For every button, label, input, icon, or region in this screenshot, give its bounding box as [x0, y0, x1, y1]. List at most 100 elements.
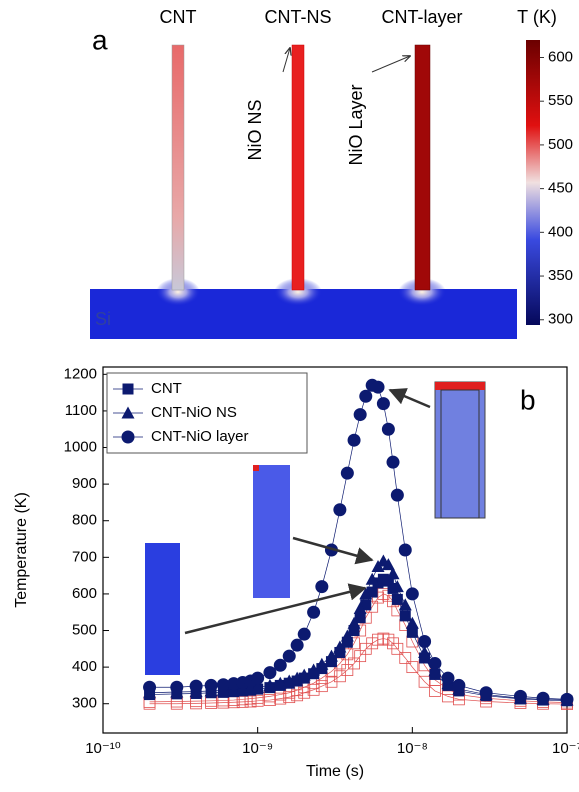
y-tick-label: 1200	[64, 365, 97, 382]
point	[536, 691, 550, 705]
inset	[145, 543, 180, 675]
hot-spot	[274, 278, 322, 306]
colorbar-tick-label: 400	[548, 223, 573, 240]
x-tick-label: 10⁻¹⁰	[85, 740, 121, 757]
colorbar-title: T (K)	[517, 7, 557, 27]
point	[390, 580, 404, 593]
point	[418, 635, 432, 648]
point	[428, 664, 442, 677]
y-tick-label: 900	[72, 475, 97, 492]
legend-label: CNT-NiO layer	[151, 428, 249, 445]
point	[307, 605, 321, 619]
colorbar-tick-label: 600	[548, 48, 573, 65]
x-tick-label: 10⁻⁹	[242, 740, 273, 757]
point	[399, 652, 412, 664]
arrow	[184, 583, 367, 635]
y-tick-label: 800	[72, 512, 97, 529]
point	[307, 683, 320, 696]
point	[513, 689, 527, 703]
point	[365, 572, 379, 585]
point	[399, 610, 411, 622]
inset	[253, 465, 290, 598]
inset	[440, 389, 480, 519]
point	[441, 671, 455, 685]
hot-spot	[156, 278, 200, 306]
arrow	[282, 48, 290, 73]
y-axis-label: Temperature (K)	[13, 492, 30, 608]
arrow	[292, 536, 374, 565]
point	[315, 580, 329, 594]
legend-marker	[121, 430, 135, 444]
point	[452, 678, 466, 692]
point	[391, 593, 403, 605]
colorbar-tick-label: 350	[548, 267, 573, 284]
point	[348, 625, 360, 637]
point	[359, 389, 373, 403]
point	[386, 455, 400, 469]
arrow	[388, 388, 431, 409]
y-tick-label: 700	[72, 548, 97, 565]
point	[391, 642, 404, 655]
colorbar-tick-label: 550	[548, 92, 573, 109]
legend-label: CNT	[151, 380, 182, 397]
y-tick-label: 600	[72, 585, 97, 602]
plot-frame	[102, 366, 568, 734]
column-label: CNT-NS	[265, 7, 332, 27]
point	[251, 680, 265, 693]
point	[170, 680, 184, 694]
point	[360, 599, 372, 611]
legend-marker	[121, 406, 135, 419]
point	[353, 408, 367, 422]
y-tick-label: 1000	[64, 438, 97, 455]
pillar	[171, 44, 185, 291]
point	[418, 645, 432, 658]
y-tick-label: 300	[72, 695, 97, 712]
point	[376, 397, 390, 411]
pillar	[291, 44, 305, 291]
point	[406, 661, 419, 674]
inset	[253, 465, 259, 471]
series-line	[149, 638, 568, 705]
point	[204, 678, 218, 692]
point	[333, 670, 346, 683]
point	[479, 686, 493, 700]
point	[381, 558, 395, 571]
point	[382, 633, 395, 646]
point	[216, 678, 230, 692]
point	[324, 649, 338, 662]
y-tick-label: 1100	[65, 402, 97, 419]
point	[290, 638, 304, 652]
point	[560, 692, 574, 706]
colorbar	[526, 40, 540, 325]
x-tick-label: 10⁻⁷	[552, 740, 579, 757]
point	[386, 567, 400, 580]
panel-label: a	[92, 24, 108, 55]
panel-label: b	[520, 384, 536, 415]
point	[347, 616, 361, 629]
hot-spot	[398, 278, 446, 306]
point	[377, 632, 390, 645]
point	[398, 598, 412, 611]
point	[418, 675, 431, 688]
point	[382, 575, 394, 587]
x-tick-label: 10⁻⁸	[397, 740, 428, 757]
inset	[434, 381, 486, 519]
point	[340, 466, 354, 480]
point	[348, 657, 360, 670]
point	[263, 678, 277, 691]
arrow	[371, 56, 410, 73]
x-axis-label: Time (s)	[306, 763, 364, 780]
point	[307, 663, 321, 676]
point	[333, 503, 347, 517]
column-label: CNT	[160, 7, 197, 27]
point	[341, 664, 354, 676]
colorbar-tick-label: 300	[548, 311, 573, 328]
point	[353, 602, 367, 615]
point	[405, 587, 419, 601]
inset	[435, 382, 485, 390]
legend-label: CNT-NiO NS	[151, 404, 237, 421]
point	[354, 612, 366, 624]
colorbar-tick-label: 500	[548, 136, 573, 153]
point	[381, 422, 395, 436]
